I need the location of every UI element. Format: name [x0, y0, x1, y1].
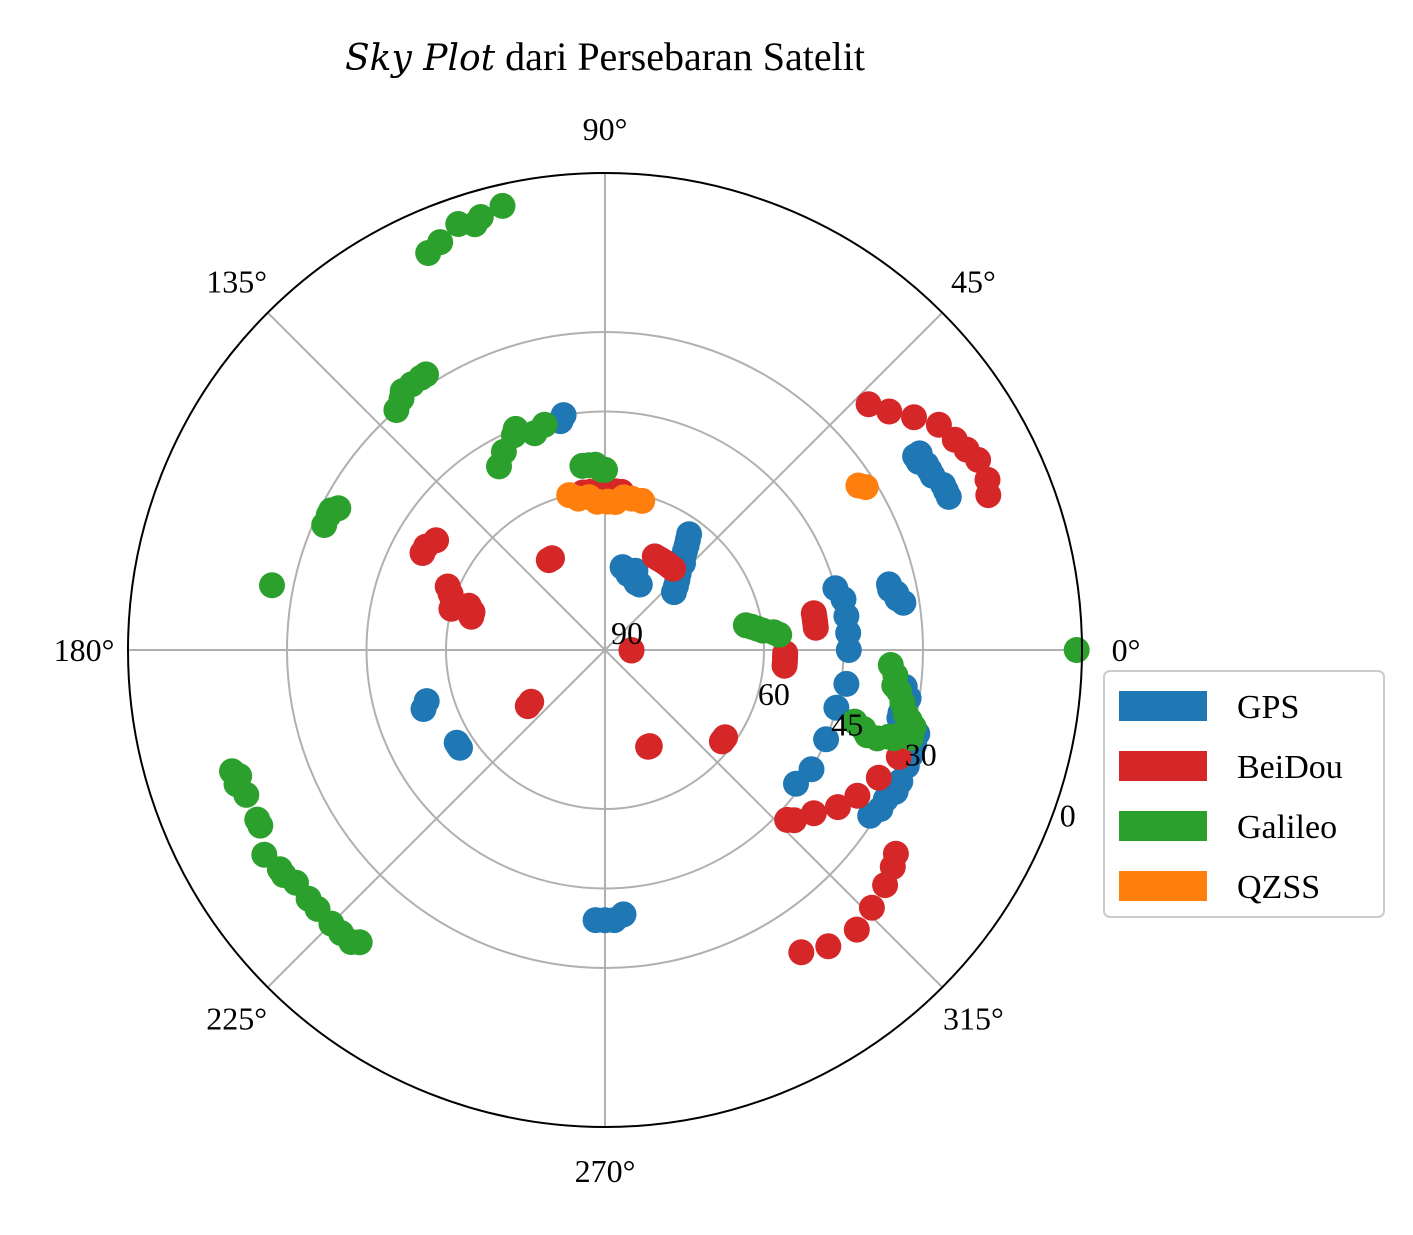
legend-swatch [1119, 691, 1207, 721]
data-point [518, 688, 545, 715]
data-point [346, 929, 373, 956]
data-point [857, 802, 884, 829]
data-point [609, 554, 636, 581]
data-point [489, 192, 516, 219]
data-point [259, 572, 285, 599]
data-point [902, 443, 929, 470]
polar-grid [128, 173, 1082, 1127]
r-tick-label: 30 [905, 737, 937, 773]
data-point [781, 807, 808, 834]
theta-tick-label: 225° [206, 1000, 267, 1036]
theta-tick-label: 90° [583, 111, 628, 147]
data-point [788, 939, 815, 966]
data-point [855, 391, 882, 418]
data-point [413, 688, 440, 715]
data-point [569, 452, 596, 479]
data-point [247, 812, 274, 839]
data-point [629, 487, 656, 514]
data-point [843, 916, 870, 943]
data-point [852, 474, 879, 501]
theta-tick-label: 45° [951, 264, 996, 300]
legend-swatch [1119, 811, 1207, 841]
legend-label: Galileo [1237, 809, 1337, 846]
data-point [233, 781, 260, 808]
legend-label: QZSS [1237, 869, 1320, 906]
data-point [535, 547, 562, 574]
data-point [467, 204, 494, 230]
data-point [965, 446, 992, 473]
data-point [844, 782, 871, 809]
data-point [413, 361, 439, 388]
data-point [636, 733, 663, 760]
data-point [876, 571, 902, 598]
data-point [641, 543, 668, 570]
tick-labels: 0° 45° 90° 135° 180° 225° 270° 315° 90 60 45 30 0 [54, 111, 1141, 1189]
r-tick-label: 90 [611, 615, 643, 651]
data-point [458, 603, 485, 630]
data-point [897, 724, 924, 751]
chart-title: Sky Plot dari Persebaran Satelit [345, 34, 865, 79]
data-point [1063, 637, 1090, 663]
r-gridline-30 [286, 331, 924, 969]
data-point [975, 482, 1002, 509]
theta-tick-label: 135° [206, 264, 267, 300]
data-point [824, 794, 851, 821]
legend-swatch [1119, 871, 1207, 901]
data-point [823, 694, 850, 721]
satellite-points [219, 192, 1090, 966]
data-point [434, 573, 461, 600]
theta-tick-label: 270° [575, 1153, 636, 1189]
data-point [858, 894, 885, 921]
r-tick-label: 0 [1060, 798, 1076, 834]
data-point [802, 614, 829, 641]
series-qzss [556, 472, 879, 515]
chart-title-rest: dari Persebaran Satelit [495, 34, 865, 79]
data-point [712, 724, 739, 751]
data-point [813, 726, 840, 753]
chart-title-italic: Sky Plot [345, 38, 496, 79]
legend-swatch [1119, 751, 1207, 781]
data-point [531, 411, 558, 438]
data-point [676, 521, 703, 548]
r-tick-label: 60 [758, 676, 790, 712]
data-point [427, 229, 454, 256]
series-galileo [219, 192, 1090, 956]
data-point [815, 933, 842, 960]
legend-label: BeiDou [1237, 749, 1343, 786]
r-tick-label: 45 [831, 706, 863, 742]
data-point [833, 670, 860, 697]
data-point [443, 729, 470, 756]
data-point [835, 637, 862, 663]
data-point [618, 637, 645, 663]
series-beidou [409, 391, 1002, 966]
data-point [783, 770, 809, 797]
data-point [882, 840, 909, 867]
data-point [409, 540, 436, 566]
data-point [800, 800, 827, 827]
data-point [325, 495, 352, 522]
legend-frame [1103, 670, 1385, 918]
data-point [771, 652, 798, 679]
data-point [766, 621, 793, 648]
data-point [865, 764, 892, 791]
polar-frame [127, 172, 1083, 1128]
data-point [610, 901, 637, 928]
data-point [876, 398, 903, 425]
theta-tick-label: 315° [943, 1000, 1004, 1036]
legend-label: GPS [1237, 689, 1299, 726]
data-point [901, 404, 927, 431]
legend: GPS BeiDou Galileo QZSS [1103, 670, 1385, 918]
theta-tick-label: 0° [1112, 632, 1141, 668]
theta-tick-label: 180° [54, 632, 115, 668]
